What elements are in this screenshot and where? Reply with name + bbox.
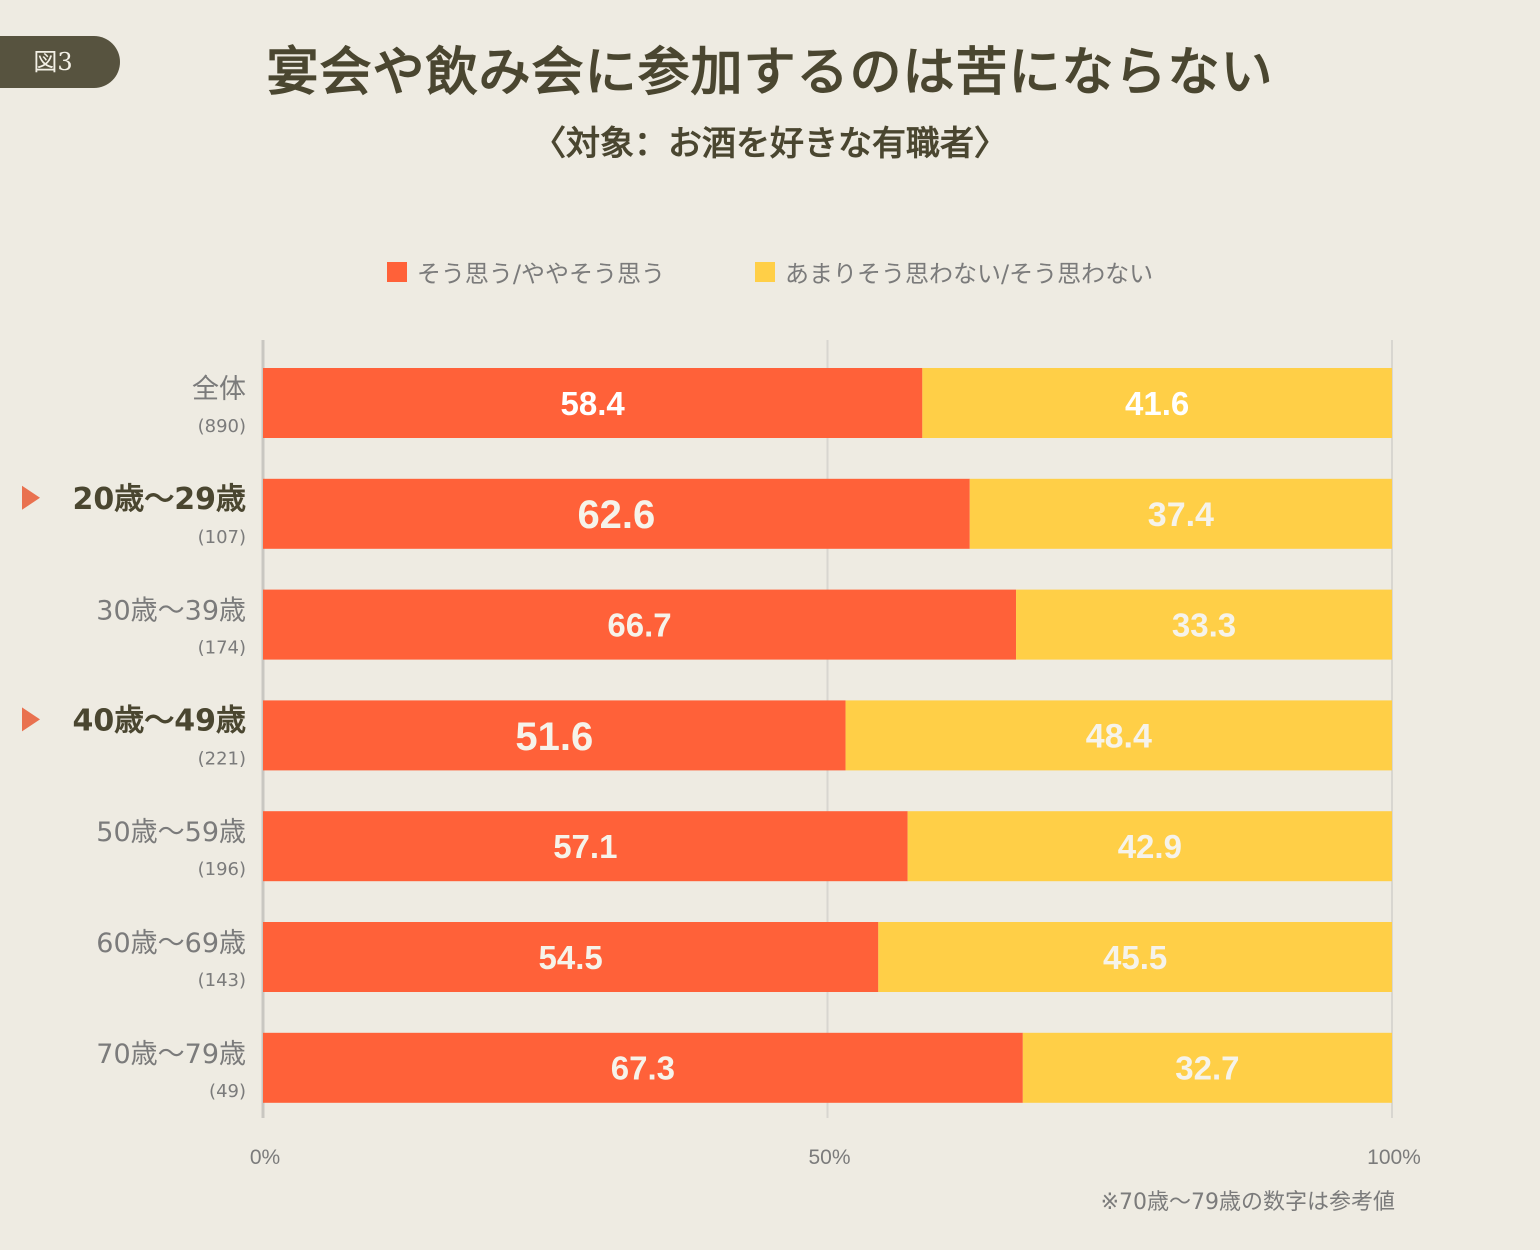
legend-item-agree: そう思う/ややそう思う xyxy=(386,254,665,289)
chart-subtitle: 〈対象：お酒を好きな有職者〉 xyxy=(532,124,1008,164)
chart-title: 宴会や飲み会に参加するのは苦にならない xyxy=(266,43,1274,103)
bar-disagree xyxy=(1016,589,1392,660)
bar-agree xyxy=(263,368,923,438)
bar-disagree xyxy=(969,478,1392,549)
bar-disagree xyxy=(878,922,1392,992)
bar-label-disagree: 45.5 xyxy=(1103,939,1167,976)
highlight-marker-icon xyxy=(22,485,40,510)
x-tick-label: 0% xyxy=(250,1146,280,1169)
sample-size-label: (196) xyxy=(198,859,246,880)
sample-size-label: (174) xyxy=(198,638,246,659)
bar-label-agree: 67.3 xyxy=(611,1050,675,1087)
bar-agree xyxy=(263,478,970,549)
bar-disagree xyxy=(922,368,1392,438)
category-label: 30歳〜39歳 xyxy=(96,596,246,627)
bar-label-agree: 51.6 xyxy=(515,715,593,759)
category-label: 全体 xyxy=(192,374,246,405)
legend: そう思う/ややそう思う あまりそう思わない/そう思わない xyxy=(0,254,1540,289)
bar-agree xyxy=(263,700,846,771)
bar-label-agree: 58.4 xyxy=(561,385,626,422)
sample-size-label: (49) xyxy=(209,1081,246,1102)
bar-label-agree: 66.7 xyxy=(607,606,671,643)
sample-size-label: (221) xyxy=(198,748,246,769)
bar-label-disagree: 42.9 xyxy=(1118,828,1182,865)
bar-agree xyxy=(263,922,879,992)
x-tick-label: 50% xyxy=(808,1146,850,1169)
bar-label-disagree: 37.4 xyxy=(1148,496,1214,534)
sample-size-label: (890) xyxy=(198,416,246,437)
category-label: 60歳〜69歳 xyxy=(96,928,246,959)
category-label: 70歳〜79歳 xyxy=(96,1039,246,1070)
highlight-marker-icon xyxy=(22,707,40,732)
bar-agree xyxy=(263,1032,1023,1103)
bar-label-disagree: 41.6 xyxy=(1125,385,1189,422)
bar-disagree xyxy=(907,811,1392,882)
bar-label-disagree: 48.4 xyxy=(1086,718,1152,756)
bar-disagree xyxy=(845,700,1392,771)
sample-size-label: (143) xyxy=(198,970,246,991)
bar-label-agree: 57.1 xyxy=(553,828,617,865)
sample-size-label: (107) xyxy=(198,527,246,548)
legend-item-disagree: あまりそう思わない/そう思わない xyxy=(755,254,1153,289)
x-tick-label: 100% xyxy=(1367,1146,1421,1169)
legend-swatch-disagree xyxy=(755,261,775,282)
bar-label-agree: 62.6 xyxy=(577,493,655,537)
bar-label-disagree: 32.7 xyxy=(1175,1050,1239,1087)
legend-swatch-agree xyxy=(386,261,407,282)
footnote: ※70歳〜79歳の数字は参考値 xyxy=(1100,1190,1395,1215)
bar-disagree xyxy=(1022,1032,1392,1103)
legend-label-disagree: あまりそう思わない/そう思わない xyxy=(785,260,1154,288)
category-label: 40歳〜49歳 xyxy=(73,703,247,738)
bar-agree xyxy=(263,811,908,882)
bar-label-disagree: 33.3 xyxy=(1172,606,1236,643)
legend-label-agree: そう思う/ややそう思う xyxy=(416,260,665,288)
figure-number-badge: 図3 xyxy=(0,36,120,88)
bar-agree xyxy=(263,589,1017,660)
bar-label-agree: 54.5 xyxy=(539,939,603,976)
category-label: 20歳〜29歳 xyxy=(73,482,247,517)
category-label: 50歳〜59歳 xyxy=(96,817,246,848)
